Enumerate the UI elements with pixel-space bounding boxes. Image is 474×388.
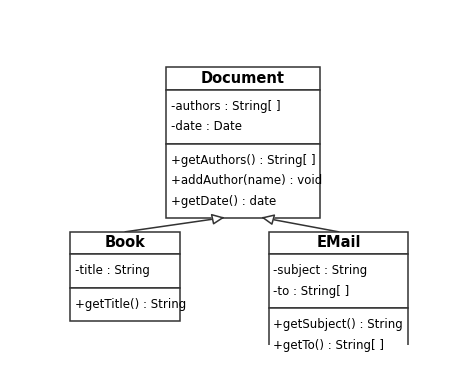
Text: -subject : String: -subject : String — [273, 265, 368, 277]
Text: Document: Document — [201, 71, 285, 86]
Bar — [269, 308, 408, 362]
Bar — [70, 232, 181, 254]
Bar — [269, 232, 408, 254]
Bar — [70, 254, 181, 288]
Text: -to : String[ ]: -to : String[ ] — [273, 285, 350, 298]
Bar — [166, 68, 320, 90]
Text: Book: Book — [105, 236, 146, 251]
Bar — [269, 254, 408, 308]
Text: +getSubject() : String: +getSubject() : String — [273, 318, 403, 331]
Text: -date : Date: -date : Date — [171, 120, 242, 133]
Text: +getDate() : date: +getDate() : date — [171, 194, 276, 208]
Bar — [166, 90, 320, 144]
Bar — [70, 288, 181, 321]
Polygon shape — [211, 215, 223, 224]
Text: +getTitle() : String: +getTitle() : String — [75, 298, 186, 311]
Text: +getAuthors() : String[ ]: +getAuthors() : String[ ] — [171, 154, 315, 167]
Text: -authors : String[ ]: -authors : String[ ] — [171, 100, 280, 113]
Polygon shape — [263, 215, 274, 224]
Text: +addAuthor(name) : void: +addAuthor(name) : void — [171, 174, 322, 187]
Text: +getTo() : String[ ]: +getTo() : String[ ] — [273, 338, 384, 352]
Text: -title : String: -title : String — [75, 265, 150, 277]
Text: EMail: EMail — [316, 236, 361, 251]
Bar — [166, 144, 320, 218]
